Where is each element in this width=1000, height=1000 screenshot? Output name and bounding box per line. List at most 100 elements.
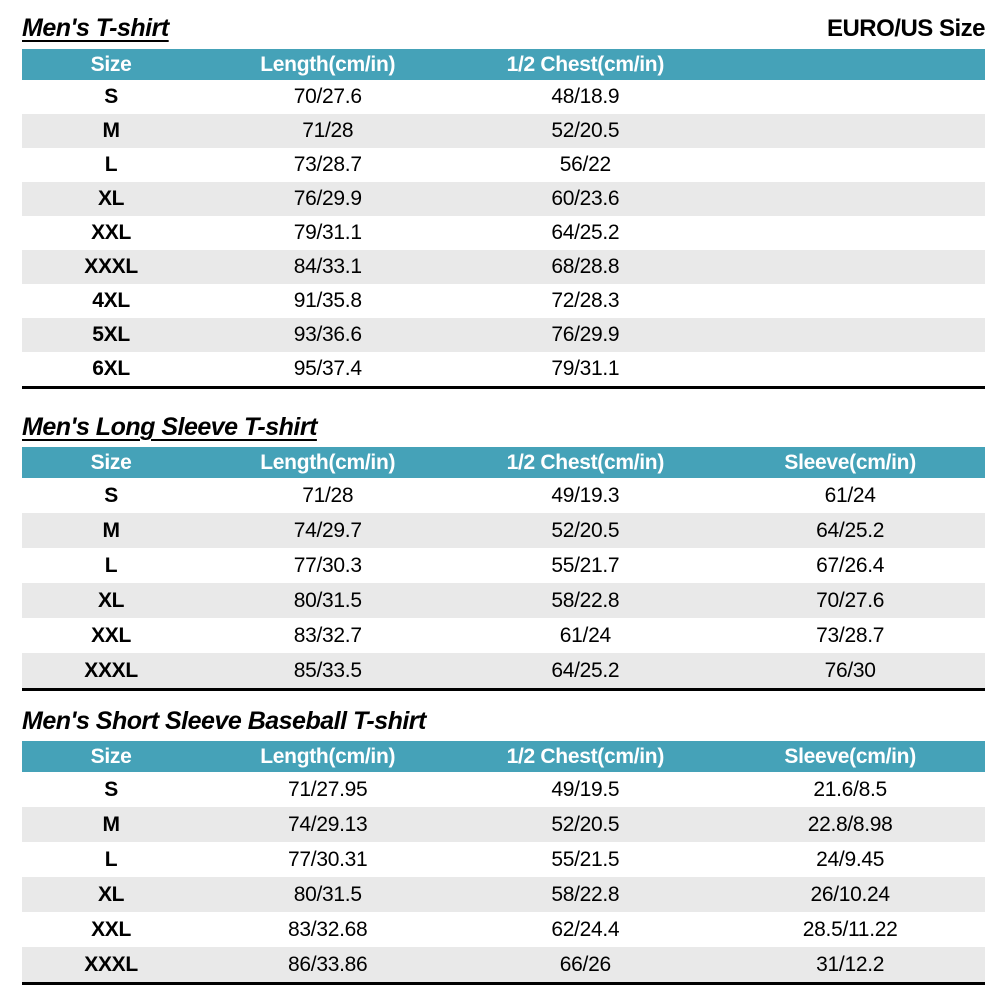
value-cell: 61/24: [559, 623, 611, 647]
table-row: S 71/28 49/19.3 61/24: [22, 478, 985, 513]
value-cell: 55/21.7: [551, 553, 620, 577]
value-cell: 22.8/8.98: [807, 812, 893, 836]
section-mens-tshirt: Men's T-shirt EURO/US Size Size Length(cm…: [22, 13, 986, 389]
title-row: Men's T-shirt EURO/US Size: [22, 13, 986, 44]
table-row: 4XL 91/35.8 72/28.3: [22, 284, 985, 318]
mens-tshirt-size-table: Size Length(cm/in) 1/2 Chest(cm/in) S 70/27.…: [22, 49, 985, 389]
value-cell: 58/22.8: [551, 588, 620, 612]
value-cell: 71/27.95: [288, 777, 368, 801]
table-row: XXXL 84/33.1 68/28.8: [22, 250, 985, 284]
title-row: Men's Short Sleeve Baseball T-shirt: [22, 706, 985, 736]
baseball-tshirt-size-table: Size Length(cm/in) 1/2 Chest(cm/in) Sleeve(…: [22, 741, 985, 985]
header-cell: Length(cm/in): [260, 450, 396, 474]
header-cell: Length(cm/in): [260, 52, 396, 76]
size-cell: XXL: [91, 221, 132, 244]
value-cell: 83/32.7: [293, 623, 362, 647]
value-cell: 76/30: [824, 658, 876, 682]
value-cell: 28.5/11.22: [802, 917, 898, 941]
value-cell: 91/35.8: [293, 289, 362, 312]
header-cell: 1/2 Chest(cm/in): [506, 450, 665, 474]
value-cell: 56/22: [559, 153, 611, 176]
value-cell: 49/19.5: [551, 777, 620, 801]
value-cell: 73/28.7: [293, 153, 362, 176]
value-cell: 84/33.1: [293, 255, 362, 278]
value-cell: 72/28.3: [551, 289, 620, 312]
value-cell: 71/28: [302, 119, 354, 142]
value-cell: 80/31.5: [293, 588, 362, 612]
value-cell: 48/18.9: [551, 85, 620, 108]
size-cell: S: [104, 777, 118, 801]
value-cell: 74/29.7: [293, 518, 362, 542]
table-title-mens-tshirt: Men's T-shirt: [22, 14, 169, 42]
size-cell: XL: [97, 187, 125, 210]
value-cell: 26/10.24: [810, 882, 890, 906]
table-title-mens-long-sleeve-tshirt: Men's Long Sleeve T-shirt: [22, 413, 317, 441]
header-cell: 1/2 Chest(cm/in): [506, 52, 665, 76]
euro-us-size-label: EURO/US Size: [826, 15, 986, 42]
header-row: Size Length(cm/in) 1/2 Chest(cm/in) Sleeve(…: [22, 741, 985, 772]
size-cell: XXXL: [84, 658, 138, 682]
table-row: XL 80/31.5 58/22.8 70/27.6: [22, 583, 985, 618]
table-row: XL 76/29.9 60/23.6: [22, 182, 985, 216]
size-cell: XXL: [91, 917, 132, 941]
size-cell: M: [102, 518, 120, 542]
table-row: XXL 83/32.7 61/24 73/28.7: [22, 618, 985, 653]
value-cell: 62/24.4: [551, 917, 620, 941]
table-row: XXXL 86/33.86 66/26 31/12.2: [22, 947, 985, 982]
value-cell: 64/25.2: [551, 658, 620, 682]
value-cell: 24/9.45: [816, 847, 885, 871]
header-row: Size Length(cm/in) 1/2 Chest(cm/in) Sleeve(…: [22, 447, 985, 478]
value-cell: 76/29.9: [293, 187, 362, 210]
size-cell: XXXL: [84, 952, 138, 976]
mens-long-sleeve-size-table: Size Length(cm/in) 1/2 Chest(cm/in) Sleeve(…: [22, 447, 985, 691]
value-cell: 71/28: [302, 483, 354, 507]
size-cell: XL: [97, 588, 125, 612]
value-cell: 93/36.6: [293, 323, 362, 346]
value-cell: 21.6/8.5: [813, 777, 887, 801]
title-row: Men's Long Sleeve T-shirt: [22, 412, 985, 442]
value-cell: 70/27.6: [293, 85, 362, 108]
value-cell: 80/31.5: [293, 882, 362, 906]
header-cell: 1/2 Chest(cm/in): [506, 744, 665, 768]
table-row: S 70/27.6 48/18.9: [22, 80, 985, 114]
value-cell: 86/33.86: [288, 952, 368, 976]
value-cell: 60/23.6: [551, 187, 620, 210]
value-cell: 68/28.8: [551, 255, 620, 278]
value-cell: 52/20.5: [551, 119, 620, 142]
header-cell: Length(cm/in): [260, 744, 396, 768]
value-cell: 31/12.2: [816, 952, 885, 976]
size-cell: L: [104, 847, 118, 871]
size-cell: L: [104, 553, 118, 577]
table-row: XXL 79/31.1 64/25.2: [22, 216, 985, 250]
value-cell: 76/29.9: [551, 323, 620, 346]
value-cell: 64/25.2: [551, 221, 620, 244]
value-cell: 66/26: [559, 952, 611, 976]
value-cell: 79/31.1: [551, 357, 620, 380]
table-row: 6XL 95/37.4 79/31.1: [22, 352, 985, 386]
size-cell: S: [104, 483, 118, 507]
header-cell: Sleeve(cm/in): [784, 450, 916, 474]
size-cell: XL: [97, 882, 125, 906]
table-row: M 74/29.7 52/20.5 64/25.2: [22, 513, 985, 548]
table-row: L 77/30.31 55/21.5 24/9.45: [22, 842, 985, 877]
value-cell: 64/25.2: [816, 518, 885, 542]
table-row: M 74/29.13 52/20.5 22.8/8.98: [22, 807, 985, 842]
value-cell: 77/30.31: [288, 847, 368, 871]
table-row: XL 80/31.5 58/22.8 26/10.24: [22, 877, 985, 912]
table-row: XXL 83/32.68 62/24.4 28.5/11.22: [22, 912, 985, 947]
value-cell: 83/32.68: [288, 917, 368, 941]
table-row: S 71/27.95 49/19.5 21.6/8.5: [22, 772, 985, 807]
table-row: XXXL 85/33.5 64/25.2 76/30: [22, 653, 985, 688]
size-cell: XXXL: [84, 255, 138, 278]
section-mens-short-sleeve-baseball-tshirt: Men's Short Sleeve Baseball T-shirt Size…: [22, 706, 985, 985]
table-row: 5XL 93/36.6 76/29.9: [22, 318, 985, 352]
table-row: M 71/28 52/20.5: [22, 114, 985, 148]
header-cell: Sleeve(cm/in): [784, 744, 916, 768]
value-cell: 95/37.4: [293, 357, 362, 380]
size-cell: XXL: [91, 623, 132, 647]
table-row: L 73/28.7 56/22: [22, 148, 985, 182]
header-row: Size Length(cm/in) 1/2 Chest(cm/in): [22, 49, 985, 80]
header-cell: Size: [90, 52, 132, 76]
size-cell: S: [104, 85, 118, 108]
value-cell: 58/22.8: [551, 882, 620, 906]
